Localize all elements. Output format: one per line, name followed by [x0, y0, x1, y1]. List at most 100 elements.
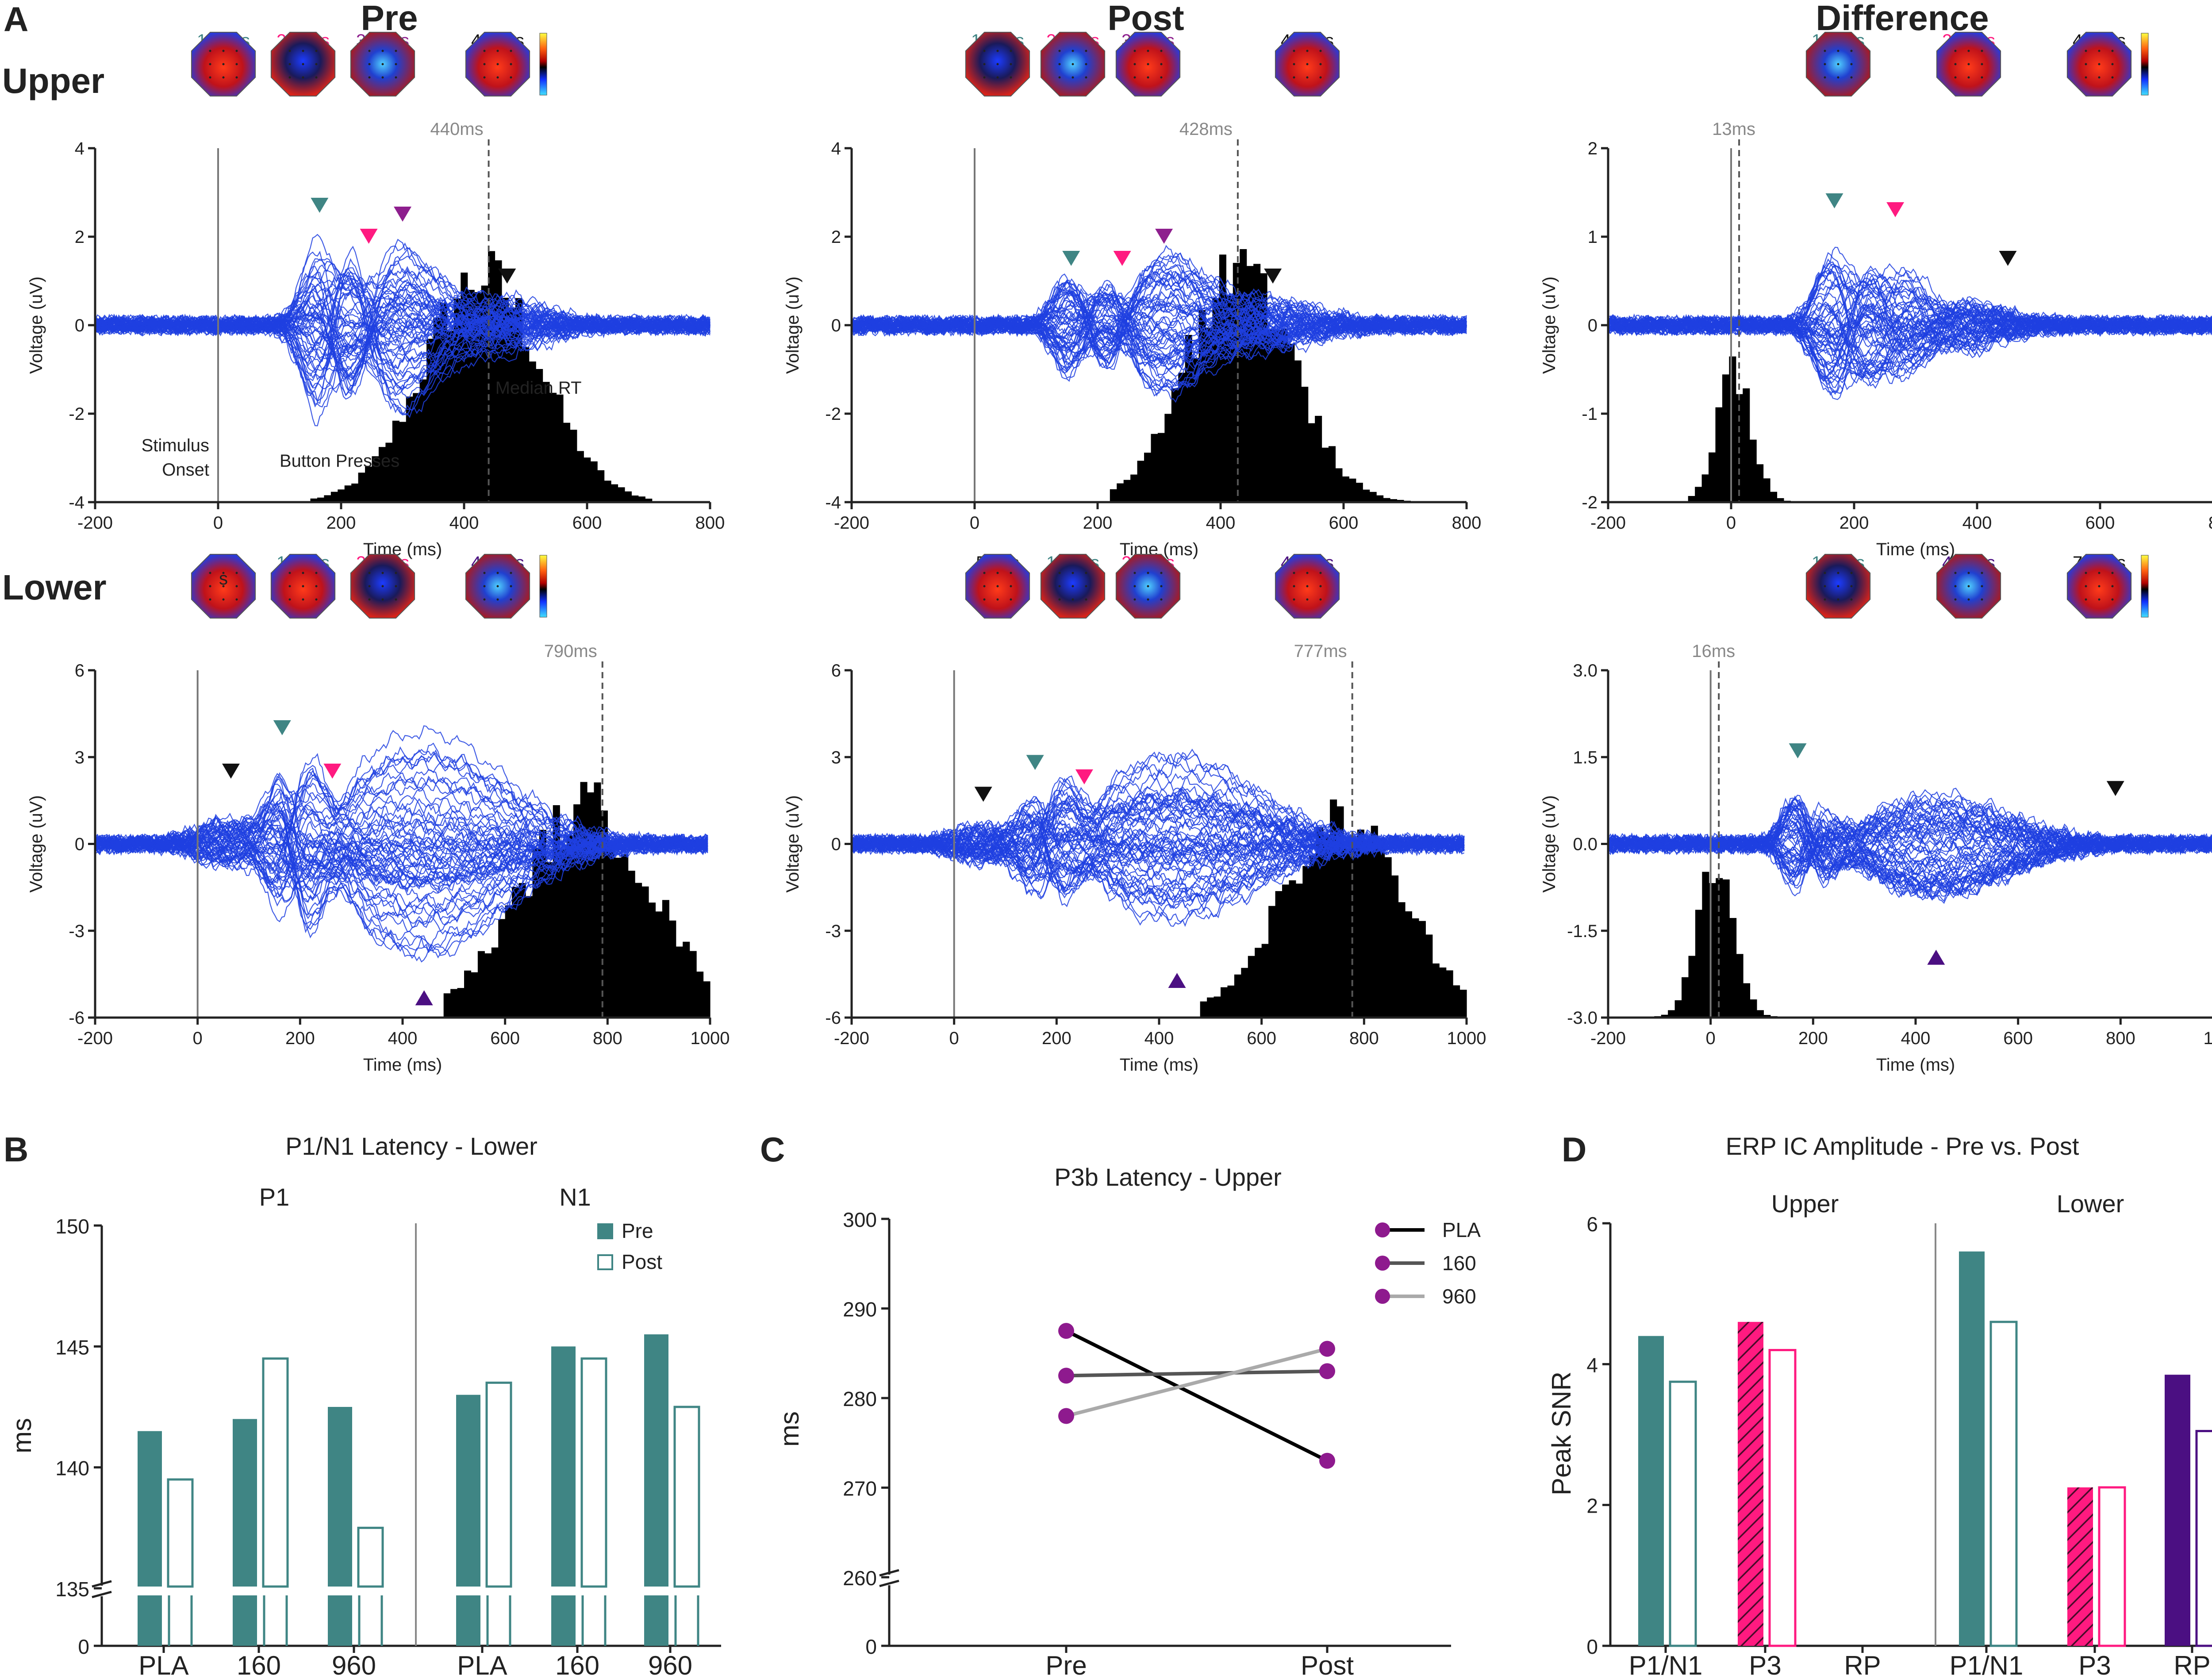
- y-axis-label: Peak SNR: [1547, 1372, 1576, 1495]
- histogram-bar: [1294, 360, 1302, 502]
- topo-electrode: [496, 76, 499, 79]
- y-tick-label: 2: [75, 227, 84, 247]
- topo-electrode: [2111, 585, 2114, 588]
- histogram-bar: [546, 862, 553, 1018]
- topo-extra-label: s: [219, 569, 228, 588]
- peak-marker: [273, 720, 291, 735]
- topo-electrode: [1306, 598, 1309, 601]
- legend-label: 160: [1442, 1252, 1476, 1275]
- histogram-bar: [1763, 478, 1770, 502]
- row-title-upper: Upper: [2, 61, 104, 100]
- topo-electrode: [1085, 50, 1087, 52]
- topo-electrode: [1981, 50, 1983, 52]
- histogram-bar: [1453, 985, 1460, 1018]
- topo-electrode: [1837, 598, 1839, 601]
- topo-electrode: [315, 585, 318, 588]
- x-tick-label: P1/N1: [1629, 1651, 1703, 1679]
- topo-electrode: [1306, 50, 1309, 52]
- topo-electrode: [1293, 598, 1295, 601]
- y-axis-label: Voltage (uV): [783, 795, 803, 892]
- topo-electrode: [2085, 598, 2087, 601]
- histogram-bar: [338, 489, 345, 502]
- histogram-bar: [1384, 857, 1392, 1018]
- histogram-bar: [1275, 891, 1283, 1018]
- topo-electrode: [1010, 585, 1012, 588]
- erp-trace: [851, 283, 1467, 390]
- topo-electrode: [235, 63, 238, 65]
- topo-electrode: [483, 63, 486, 65]
- topo-electrode: [235, 572, 238, 574]
- histogram-bar: [399, 422, 407, 502]
- y-tick-label: 0: [831, 316, 841, 335]
- topo-electrode: [510, 572, 512, 574]
- topo-electrode: [2111, 572, 2114, 574]
- y-tick-label: 145: [55, 1336, 89, 1359]
- topo-electrode: [222, 598, 225, 601]
- histogram-bar: [358, 473, 365, 502]
- topo-electrode: [2085, 572, 2087, 574]
- topo-electrode: [368, 598, 371, 601]
- data-point: [1058, 1368, 1074, 1384]
- histogram-bar: [645, 499, 653, 502]
- histogram-bar: [1743, 388, 1750, 502]
- bar-pre-lower: [328, 1595, 352, 1646]
- topo-electrode: [483, 50, 486, 52]
- topo-electrode: [315, 63, 318, 65]
- y-tick-label-zero: 0: [78, 1635, 89, 1658]
- median-rt-label: 777ms: [1294, 642, 1347, 661]
- bar-pre-lower: [644, 1595, 668, 1646]
- topo-electrode: [1133, 572, 1136, 574]
- x-tick-label: 400: [388, 1029, 418, 1048]
- topo-electrode: [1010, 63, 1012, 65]
- y-axis-label: Voltage (uV): [27, 795, 46, 892]
- topo-electrode: [1085, 76, 1087, 79]
- button-presses-annotation: Button Presses: [280, 451, 399, 471]
- histogram-bar: [392, 420, 399, 502]
- topo-electrode: [996, 76, 999, 79]
- topo-electrode: [1824, 585, 1826, 588]
- histogram-bar: [556, 394, 564, 502]
- stimulus-onset-label: Onset: [162, 460, 209, 480]
- topo-electrode: [222, 50, 225, 52]
- x-axis-label: Time (ms): [363, 1055, 442, 1075]
- x-tick-label: 800: [1349, 1029, 1379, 1048]
- peak-marker: [1075, 769, 1093, 785]
- histogram-bar: [491, 947, 499, 1018]
- erp-trace: [95, 311, 711, 348]
- peak-marker: [1168, 972, 1186, 988]
- topo-electrode: [1058, 63, 1061, 65]
- topo-electrode: [368, 585, 371, 588]
- erp-trace: [851, 278, 1467, 348]
- legend-marker: [1375, 1222, 1390, 1237]
- y-tick-label: -6: [69, 1008, 84, 1028]
- topo-electrode: [510, 50, 512, 52]
- topo-electrode: [288, 63, 291, 65]
- colorbar: [539, 33, 547, 96]
- topo-electrode: [1967, 585, 1970, 588]
- histogram-bar: [587, 792, 595, 1018]
- histogram-bar: [1274, 330, 1281, 502]
- topo-electrode: [1824, 76, 1826, 79]
- x-axis-label: Time (ms): [1876, 540, 1955, 559]
- peak-marker: [323, 763, 342, 779]
- topo-electrode: [302, 50, 304, 52]
- group-label: Upper: [1771, 1190, 1839, 1218]
- data-point: [1319, 1341, 1335, 1357]
- x-tick-label: -200: [77, 513, 113, 533]
- x-tick-label: -200: [77, 1029, 113, 1048]
- data-point: [1058, 1408, 1074, 1424]
- histogram-bar: [1729, 356, 1736, 502]
- topo-electrode: [1850, 76, 1853, 79]
- data-point: [1319, 1452, 1335, 1469]
- topo-electrode: [996, 63, 999, 65]
- topo-electrode: [209, 598, 211, 601]
- peak-marker: [360, 229, 378, 244]
- topo-electrode: [510, 76, 512, 79]
- bar-pre-lower: [233, 1595, 257, 1646]
- y-tick-label: -4: [69, 493, 84, 512]
- topo-electrode: [1967, 63, 1970, 65]
- axis-break-mark: [92, 1580, 112, 1588]
- histogram-bar: [1357, 830, 1364, 1018]
